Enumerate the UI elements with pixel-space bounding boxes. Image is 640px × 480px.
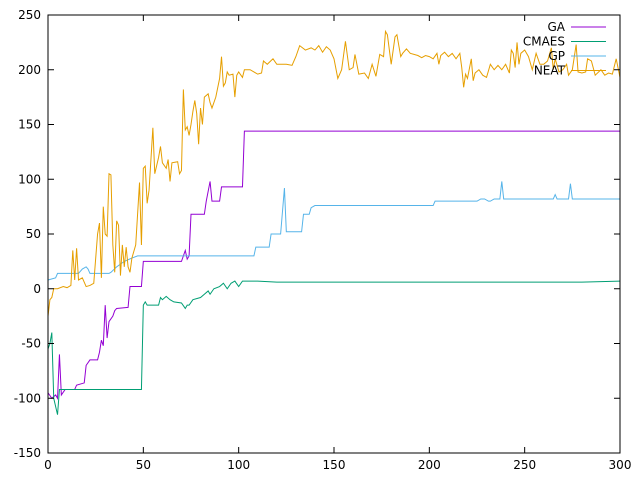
x-tick-label: 100	[227, 458, 250, 472]
x-tick-label: 150	[323, 458, 346, 472]
y-tick-label: 200	[18, 63, 41, 77]
y-tick-label: 100	[18, 172, 41, 186]
y-tick-label: 250	[18, 8, 41, 22]
y-tick-label: 0	[33, 282, 41, 296]
y-tick-label: 50	[26, 227, 41, 241]
series-layer	[47, 29, 621, 415]
y-tick-label: 150	[18, 118, 41, 132]
legend-label-cmaes: CMAES	[523, 35, 565, 49]
y-tick-label: -100	[14, 391, 41, 405]
y-tick-label: -50	[21, 337, 41, 351]
y-tick-label: -150	[14, 446, 41, 460]
legend-label-neat: NEAT	[534, 64, 566, 78]
series-line-cmaes	[47, 280, 621, 415]
x-tick-label: 0	[44, 458, 52, 472]
x-tick-label: 300	[609, 458, 632, 472]
legend-label-ga: GA	[547, 20, 565, 34]
x-tick-label: 50	[136, 458, 151, 472]
legend-label-gp: GP	[548, 49, 565, 63]
series-line-neat	[47, 29, 621, 317]
x-tick-label: 250	[513, 458, 536, 472]
series-line-gp	[47, 181, 620, 281]
ticks-layer: 0 50 100 150 200 250 300 -150 -100 -50 0 50 100 150 20…	[14, 8, 632, 472]
x-tick-label: 200	[418, 458, 441, 472]
